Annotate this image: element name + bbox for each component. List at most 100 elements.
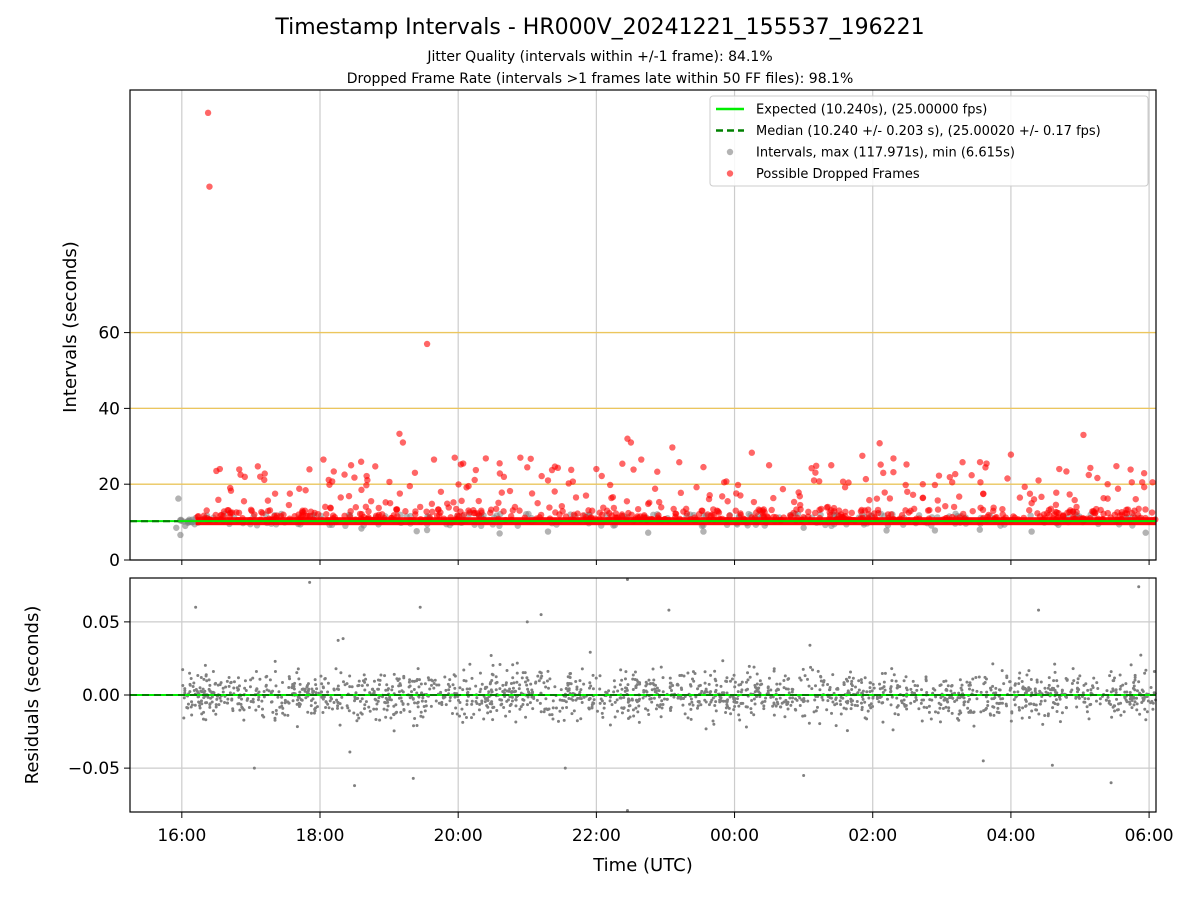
- residual-point: [1009, 719, 1013, 723]
- residual-point: [206, 695, 210, 699]
- dropped-frame-point: [1122, 510, 1129, 517]
- residual-point: [660, 706, 664, 710]
- residual-point: [495, 709, 499, 713]
- dropped-frame-point: [472, 466, 480, 474]
- residual-point: [1130, 706, 1134, 710]
- residual-point: [464, 715, 468, 719]
- residual-point: [860, 681, 864, 685]
- residual-point: [327, 706, 331, 710]
- residual-point: [1115, 697, 1119, 701]
- residual-point: [960, 683, 964, 687]
- residual-point: [771, 704, 775, 708]
- residual-point: [829, 696, 833, 700]
- residual-point: [232, 680, 236, 684]
- interval-point: [177, 531, 184, 539]
- residual-point: [311, 691, 315, 695]
- residual-point: [774, 697, 778, 701]
- residual-point: [407, 680, 411, 684]
- residual-point: [1143, 671, 1147, 675]
- residual-point: [366, 683, 370, 687]
- residual-point: [474, 684, 478, 688]
- residual-point: [667, 608, 671, 612]
- interval-point: [700, 528, 707, 535]
- residual-point: [432, 681, 436, 685]
- residual-point: [608, 699, 612, 703]
- residual-point: [1140, 688, 1144, 692]
- dropped-frame-point: [670, 505, 677, 513]
- dropped-frame-point: [980, 490, 987, 497]
- residual-point: [558, 709, 562, 713]
- residual-point: [646, 708, 650, 712]
- dropped-frame-point: [990, 504, 997, 511]
- residual-point: [525, 676, 529, 680]
- residual-point: [1135, 696, 1139, 700]
- residual-point: [616, 689, 620, 693]
- residual-point: [204, 718, 208, 722]
- residual-point: [719, 684, 723, 688]
- residual-point: [211, 690, 215, 694]
- residual-point: [895, 696, 899, 700]
- dropped-frame-point: [946, 473, 954, 481]
- residual-point: [880, 672, 884, 676]
- residual-point: [308, 580, 312, 584]
- residual-point: [551, 699, 555, 703]
- dropped-frame-point: [881, 489, 888, 496]
- residual-point: [863, 716, 867, 720]
- dropped-frame-point: [983, 460, 990, 467]
- residual-point: [340, 706, 344, 710]
- residual-point: [739, 701, 743, 705]
- residual-point: [1109, 703, 1113, 707]
- dropped-frame-point: [1128, 479, 1136, 486]
- dropped-frame-point: [751, 514, 759, 522]
- legend-entry-label: Median (10.240 +/- 0.203 s), (25.00020 +…: [756, 124, 1101, 139]
- residual-point: [1002, 682, 1006, 686]
- residual-point: [819, 674, 823, 678]
- residual-point: [786, 687, 790, 691]
- residual-point: [953, 700, 957, 704]
- dropped-frame-point: [1080, 431, 1087, 439]
- residual-point: [871, 705, 875, 709]
- residual-point: [654, 707, 658, 711]
- dropped-frame-point: [816, 514, 823, 522]
- residual-point: [203, 689, 207, 693]
- dropped-frame-point: [934, 497, 941, 504]
- residual-point: [1114, 690, 1118, 694]
- residual-point: [946, 700, 950, 704]
- residual-point: [273, 659, 277, 663]
- residual-point: [417, 678, 421, 682]
- residual-point: [750, 698, 754, 702]
- residual-point: [341, 680, 345, 684]
- residual-point: [389, 716, 393, 720]
- residual-point: [1129, 663, 1133, 667]
- residual-point: [652, 696, 656, 700]
- residual-point: [332, 700, 336, 704]
- residual-point: [842, 706, 846, 710]
- x-tick-label: 00:00: [710, 826, 759, 846]
- residual-point: [1146, 699, 1150, 703]
- residual-point: [453, 695, 457, 699]
- residual-point: [313, 701, 317, 705]
- residual-point: [663, 697, 667, 701]
- residual-point: [199, 689, 203, 693]
- residual-point: [1038, 702, 1042, 706]
- residual-point: [944, 705, 948, 709]
- residual-point: [916, 684, 920, 688]
- residual-point: [747, 664, 751, 668]
- residual-point: [444, 703, 448, 707]
- residual-point: [397, 696, 401, 700]
- residual-point: [1010, 710, 1014, 714]
- y-tick-label: −0.05: [68, 759, 120, 779]
- residual-point: [805, 677, 809, 681]
- residual-point: [890, 667, 894, 671]
- residual-point: [383, 674, 387, 678]
- residual-point: [696, 687, 700, 691]
- residual-point: [411, 696, 415, 700]
- residual-point: [1112, 704, 1116, 708]
- residual-point: [938, 706, 942, 710]
- dropped-frame-point: [737, 492, 744, 499]
- dropped-frame-point: [254, 463, 262, 470]
- residual-point: [715, 683, 719, 687]
- residual-point: [828, 688, 832, 692]
- residual-point: [448, 685, 452, 689]
